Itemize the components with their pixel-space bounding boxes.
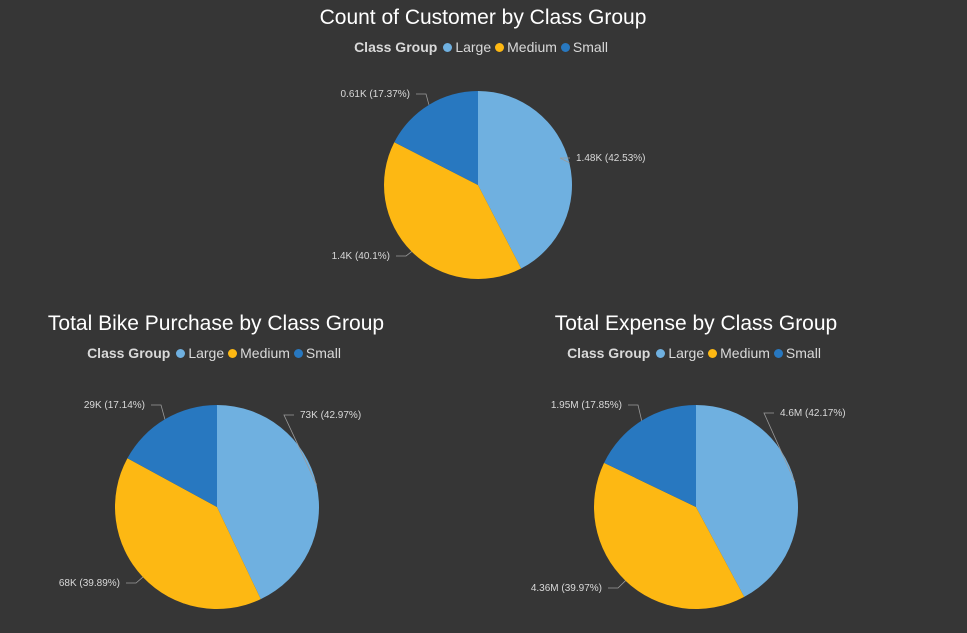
legend-label: Small bbox=[785, 345, 821, 361]
pie-slice-small[interactable] bbox=[394, 91, 478, 185]
legend-item-medium[interactable]: Medium bbox=[708, 345, 770, 361]
data-label-large: 73K (42.97%) bbox=[300, 410, 361, 421]
legend-item-small[interactable]: Small bbox=[773, 345, 821, 361]
legend-dot-small bbox=[560, 42, 570, 52]
data-label-large: 1.48K (42.53%) bbox=[576, 153, 646, 164]
legend-item-medium[interactable]: Medium bbox=[495, 39, 557, 55]
legend-label: Medium bbox=[720, 345, 770, 361]
chart-title: Count of Customer by Class Group bbox=[319, 6, 647, 29]
legend-dot-large bbox=[443, 42, 453, 52]
leader-line-large bbox=[283, 414, 317, 485]
chart-title: Total Bike Purchase by Class Group bbox=[47, 312, 385, 335]
legend-item-large[interactable]: Large bbox=[656, 345, 704, 361]
leader-line-small bbox=[628, 404, 643, 421]
leader-line-small bbox=[151, 404, 166, 420]
pie-slice-small[interactable] bbox=[604, 405, 696, 507]
pie-slice-small[interactable] bbox=[127, 405, 217, 507]
leader-line-large bbox=[763, 412, 796, 483]
pie-slice-medium[interactable] bbox=[384, 142, 522, 279]
legend-item-medium[interactable]: Medium bbox=[228, 345, 290, 361]
pie-slice-large[interactable] bbox=[696, 405, 799, 597]
legend-title: Class Group bbox=[567, 345, 651, 361]
legend-label: Small bbox=[572, 39, 608, 55]
pie-slice-medium[interactable] bbox=[114, 458, 261, 609]
legend-dot-large bbox=[656, 348, 666, 358]
legend-dot-medium bbox=[495, 42, 505, 52]
legend-label: Small bbox=[305, 345, 341, 361]
data-label-small: 29K (17.14%) bbox=[84, 400, 145, 411]
pie-slice-large[interactable] bbox=[478, 91, 572, 269]
leader-line-medium bbox=[126, 576, 144, 584]
data-label-medium: 68K (39.89%) bbox=[59, 578, 120, 589]
legend-item-large[interactable]: Large bbox=[443, 39, 491, 55]
pie-slice-large[interactable] bbox=[217, 405, 319, 600]
leader-line-large bbox=[559, 157, 570, 164]
data-label-large: 4.6M (42.17%) bbox=[780, 408, 846, 419]
data-label-medium: 4.36M (39.97%) bbox=[531, 583, 602, 594]
legend-dot-large bbox=[176, 348, 186, 358]
data-label-small: 1.95M (17.85%) bbox=[551, 400, 622, 411]
legend-label: Medium bbox=[240, 345, 290, 361]
leader-line-medium bbox=[396, 251, 412, 257]
leader-line-small bbox=[416, 93, 430, 105]
legend-dot-medium bbox=[708, 348, 718, 358]
legend-item-small[interactable]: Small bbox=[560, 39, 608, 55]
legend-dot-medium bbox=[228, 348, 238, 358]
chart-legend: Class Group Large Medium Small bbox=[16, 345, 416, 361]
chart-panel-customer-count: Count of Customer by Class Group Class G… bbox=[283, 0, 683, 300]
chart-title: Total Expense by Class Group bbox=[554, 312, 838, 335]
chart-panel-bike-purchase: Total Bike Purchase by Class Group Class… bbox=[16, 306, 416, 361]
legend-item-small[interactable]: Small bbox=[293, 345, 341, 361]
legend-label: Medium bbox=[507, 39, 557, 55]
pie-slice-medium[interactable] bbox=[594, 462, 745, 610]
chart-legend: Class Group Large Medium Small bbox=[496, 345, 896, 361]
legend-label: Large bbox=[188, 345, 225, 361]
data-label-medium: 1.4K (40.1%) bbox=[332, 251, 390, 262]
legend-label: Large bbox=[668, 345, 705, 361]
data-label-small: 0.61K (17.37%) bbox=[341, 89, 411, 100]
leader-line-medium bbox=[608, 580, 626, 589]
legend-title: Class Group bbox=[87, 345, 171, 361]
chart-legend: Class Group Large Medium Small bbox=[283, 39, 683, 55]
legend-dot-small bbox=[773, 348, 783, 358]
chart-panel-total-expense: Total Expense by Class Group Class Group… bbox=[496, 306, 896, 361]
legend-dot-small bbox=[293, 348, 303, 358]
legend-label: Large bbox=[455, 39, 492, 55]
legend-title: Class Group bbox=[354, 39, 438, 55]
legend-item-large[interactable]: Large bbox=[176, 345, 224, 361]
